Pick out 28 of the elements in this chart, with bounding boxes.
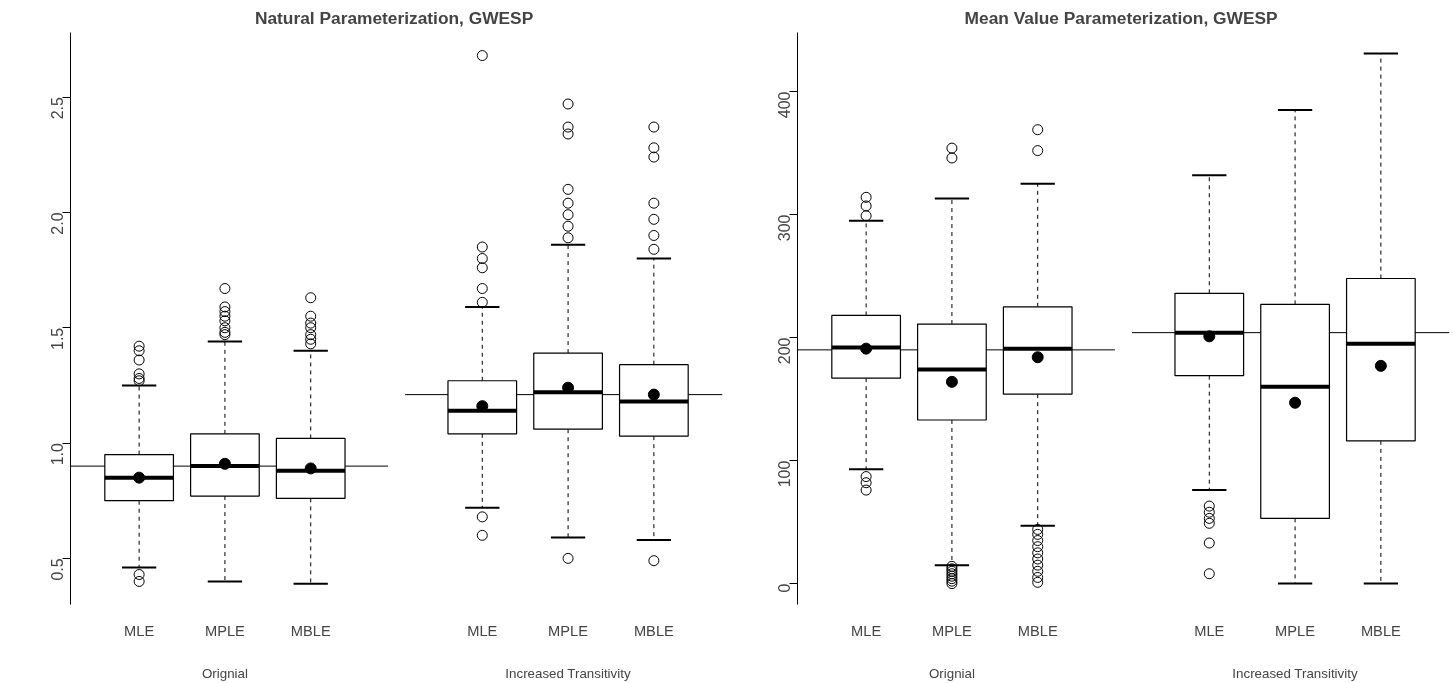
x-tick-label: MBLE <box>633 622 675 639</box>
x-tick-label: MLE <box>1194 622 1225 639</box>
x-tick-label: MLE <box>124 622 155 639</box>
y-tick-label: 1.5 <box>49 327 67 350</box>
y-tick-label: 200 <box>776 337 794 365</box>
x-tick-label: MBLE <box>1360 622 1402 639</box>
chart-title: Natural Parameterization, GWESP <box>254 7 534 28</box>
y-tick-label: 2.0 <box>49 212 67 235</box>
y-tick-label: 100 <box>776 460 794 488</box>
text: Increased Transitivity <box>1232 665 1358 681</box>
x-tick-label: MLE <box>467 622 498 639</box>
x-tick-label: MLE <box>851 622 882 639</box>
x-tick-label: MPLE <box>931 622 973 639</box>
x-tick-label: MPLE <box>1275 622 1316 639</box>
x-tick-label: MBLE <box>1017 622 1058 639</box>
y-tick-label: 1.0 <box>49 442 67 466</box>
chart-title: Mean Value Parameterization, GWESP <box>964 7 1278 28</box>
text: Orignial <box>201 665 248 681</box>
x-tick-label: MPLE <box>548 622 589 639</box>
y-tick-label: 2.5 <box>49 96 67 120</box>
y-tick-label: 0 <box>776 583 794 593</box>
y-tick-label: 400 <box>776 91 794 119</box>
text: Orignial <box>928 665 975 681</box>
y-tick-label: 0.5 <box>49 558 67 581</box>
x-tick-label: MBLE <box>290 622 331 639</box>
y-tick-label: 300 <box>776 214 794 242</box>
text: Increased Transitivity <box>505 665 631 681</box>
x-tick-label: MPLE <box>204 622 246 639</box>
